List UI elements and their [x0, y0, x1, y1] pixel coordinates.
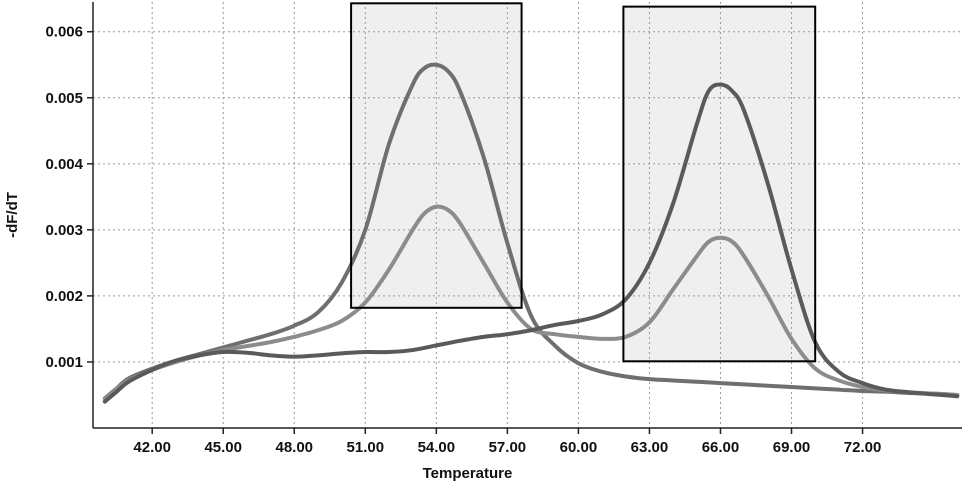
y-tick-label: 0.001: [45, 354, 83, 371]
x-axis-title: Temperature: [423, 465, 513, 482]
y-tick-label: 0.005: [45, 90, 83, 107]
x-tick-label: 45.00: [204, 439, 242, 456]
x-tick-label: 72.00: [844, 439, 882, 456]
x-tick-label: 42.00: [133, 439, 171, 456]
y-tick-label: 0.002: [45, 288, 83, 305]
axes: [87, 2, 962, 434]
x-tick-label: 51.00: [347, 439, 385, 456]
tick-labels: 42.00 45.00 48.00 51.00 54.00 57.00 60.00 63.00…: [45, 24, 881, 456]
series-line-2: [102, 204, 960, 401]
grid-lines: [93, 2, 962, 428]
x-tick-label: 48.00: [275, 439, 313, 456]
x-tick-label: 66.00: [702, 439, 740, 456]
series-line-1: [102, 62, 960, 401]
y-axis-title: -dF/dT: [4, 192, 21, 238]
x-tick-label: 60.00: [560, 439, 598, 456]
x-tick-label: 63.00: [631, 439, 669, 456]
x-tick-label: 69.00: [773, 439, 811, 456]
series-lines: [102, 62, 960, 404]
highlight-region-border-2: [622, 5, 817, 363]
x-tick-label: 54.00: [418, 439, 456, 456]
y-tick-label: 0.003: [45, 222, 83, 239]
y-tick-label: 0.006: [45, 24, 83, 41]
highlight-region-border-1: [350, 2, 523, 309]
x-tick-label: 57.00: [489, 439, 527, 456]
series-line-3: [102, 82, 960, 404]
highlight-region-2: [623, 6, 816, 362]
highlight-region-borders: [350, 2, 817, 363]
y-tick-label: 0.004: [45, 156, 83, 173]
highlight-regions: [351, 3, 816, 362]
